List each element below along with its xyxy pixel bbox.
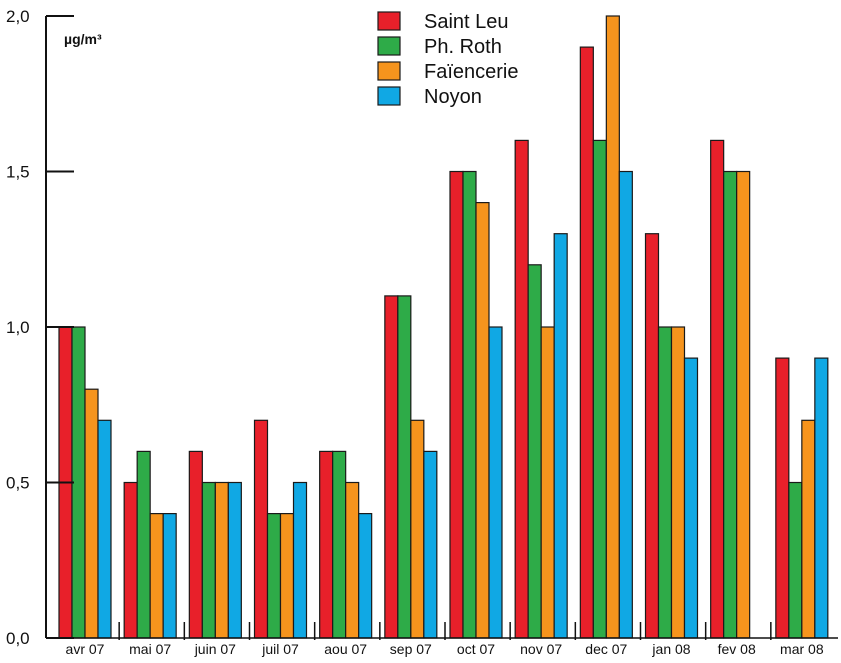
- x-tick-label: sep 07: [390, 641, 432, 657]
- x-tick-label: nov 07: [520, 641, 562, 657]
- x-tick-label: aou 07: [324, 641, 367, 657]
- bar: [449, 170, 464, 639]
- bar: [423, 450, 438, 639]
- legend-label: Noyon: [424, 86, 482, 108]
- bar: [605, 15, 620, 639]
- bars-layer: [58, 15, 829, 639]
- y-tick-label: 2,0: [6, 7, 30, 26]
- legend: Saint Leu Ph. Roth Faïencerie Noyon: [377, 11, 519, 108]
- bar: [397, 295, 412, 639]
- bar: [710, 139, 725, 639]
- legend-swatch: [377, 36, 401, 56]
- x-tick-label: fev 08: [718, 641, 756, 657]
- bar: [162, 512, 177, 639]
- bar: [723, 170, 738, 639]
- bar: [97, 419, 112, 639]
- bar: [279, 512, 295, 639]
- bar: [488, 326, 503, 639]
- y-axis-unit-label: µg/m³: [64, 31, 102, 47]
- legend-label: Faïencerie: [424, 61, 519, 83]
- x-tick-label: avr 07: [66, 641, 105, 657]
- legend-label: Ph. Roth: [424, 36, 502, 58]
- bar: [292, 481, 308, 639]
- bar: [332, 450, 347, 639]
- x-tick-label: juin 07: [194, 641, 236, 657]
- bar: [266, 512, 282, 639]
- x-tick-label: dec 07: [585, 641, 627, 657]
- bar: [136, 450, 151, 639]
- x-tick-label: mai 07: [129, 641, 171, 657]
- legend-swatch: [377, 86, 401, 106]
- bar: [84, 388, 99, 639]
- legend-swatch: [377, 61, 401, 81]
- bar: [801, 419, 816, 639]
- y-tick-label: 0,0: [6, 629, 30, 648]
- bar: [123, 481, 138, 639]
- axis-layer: 0,0 0,5 1,0 1,5 2,0 µg/m³ avr 07 mai 07 juin 07 j…: [6, 7, 838, 657]
- legend-label: Saint Leu: [424, 11, 509, 33]
- bar: [814, 357, 829, 639]
- bar: [345, 481, 360, 639]
- bar: [188, 450, 203, 639]
- bar: [775, 357, 790, 639]
- x-tick-label: jan 08: [651, 641, 690, 657]
- bar: [618, 170, 633, 639]
- bar: [788, 481, 803, 639]
- bar: [540, 326, 555, 639]
- bar: [149, 512, 164, 639]
- y-tick-label: 0,5: [6, 474, 30, 493]
- bar: [227, 481, 242, 639]
- bar: [527, 264, 542, 639]
- legend-swatch: [377, 11, 401, 31]
- y-tick-label: 1,0: [6, 318, 30, 337]
- bar: [462, 170, 477, 639]
- bar: [201, 481, 216, 639]
- bar: [579, 46, 594, 639]
- bar: [319, 450, 334, 639]
- bar: [384, 295, 399, 639]
- bar: [683, 357, 699, 639]
- x-tick-label: mar 08: [780, 641, 824, 657]
- bar: [358, 512, 373, 639]
- bar: [410, 419, 425, 639]
- bar: [214, 481, 229, 639]
- bar: [670, 326, 686, 639]
- bar: [657, 326, 673, 639]
- bar: [514, 139, 529, 639]
- x-tick-label: oct 07: [457, 641, 495, 657]
- x-tick-label: juil 07: [261, 641, 299, 657]
- bar: [475, 202, 490, 639]
- bar: [553, 233, 568, 639]
- y-tick-label: 1,5: [6, 163, 30, 182]
- bar: [253, 419, 269, 639]
- bar: [644, 233, 660, 639]
- bar: [592, 139, 607, 639]
- bar: [736, 170, 751, 639]
